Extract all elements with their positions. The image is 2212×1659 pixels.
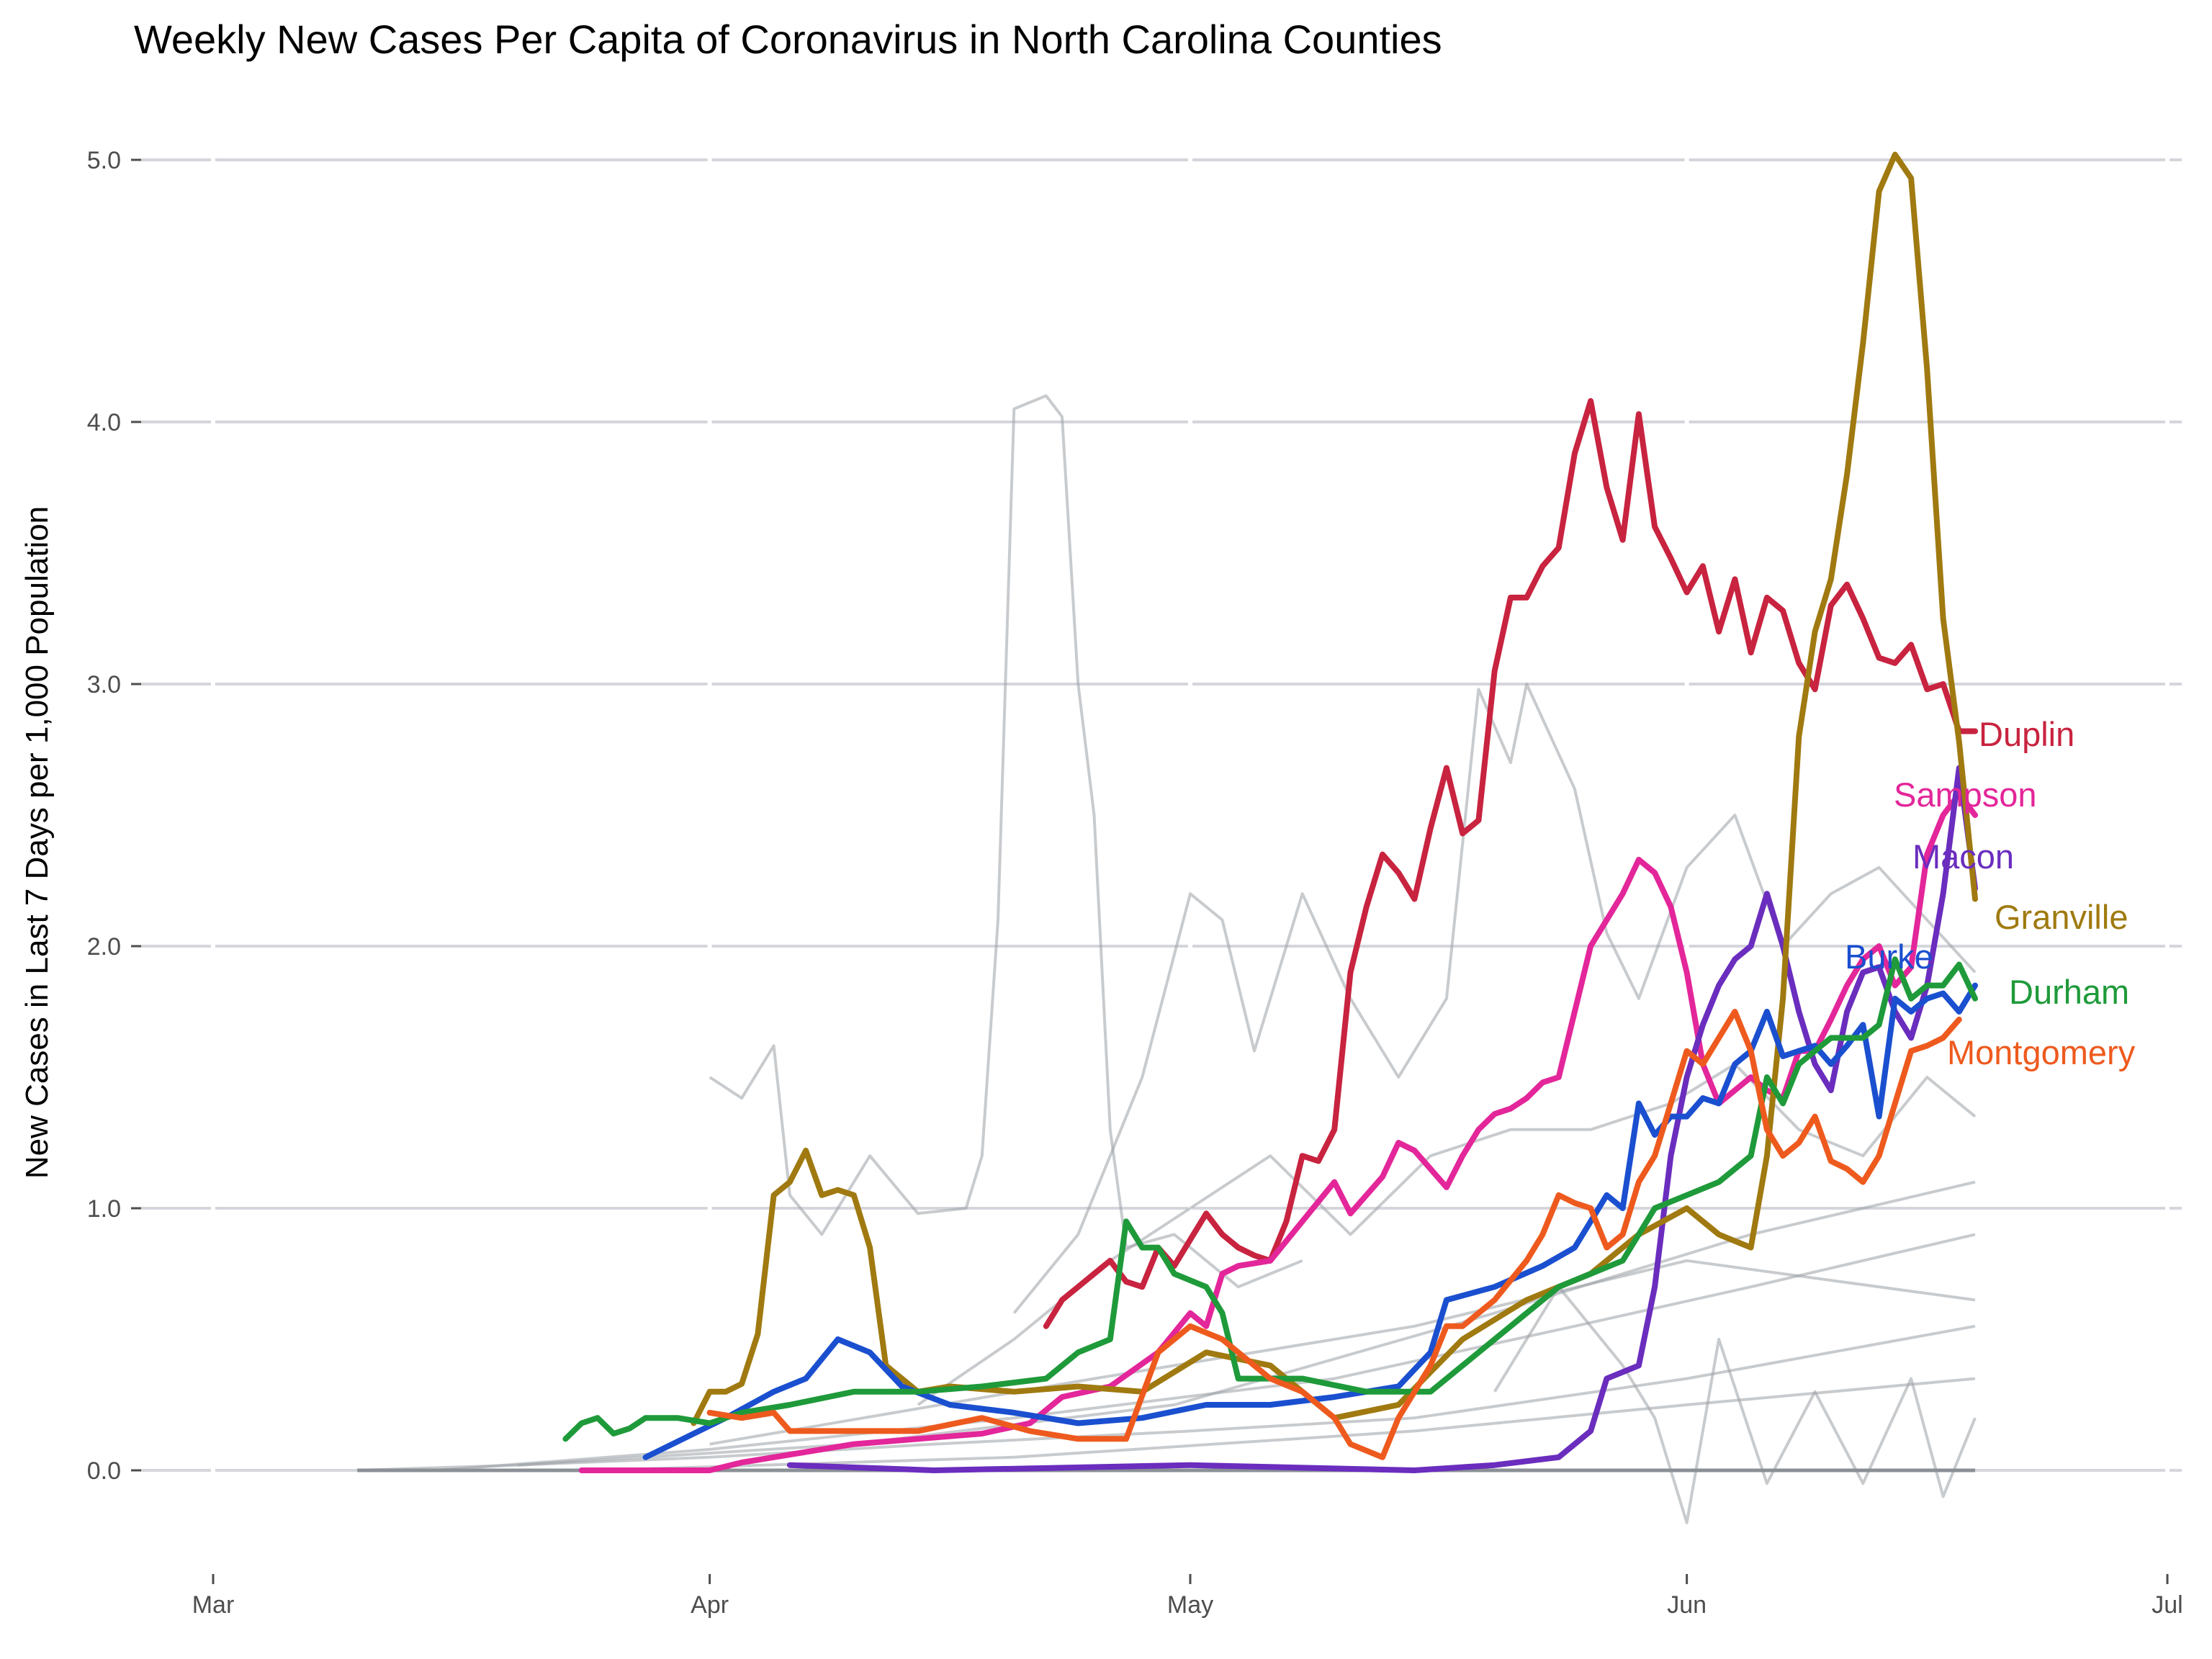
series-label-durham: Durham xyxy=(2009,973,2129,1011)
series-label-macon: Macon xyxy=(1912,837,2014,876)
background-county-lines xyxy=(357,394,1977,1524)
series-line-macon xyxy=(786,765,1978,1473)
background-county-line xyxy=(1012,683,1977,1314)
background-county-line xyxy=(709,1259,1976,1446)
background-county-line xyxy=(1493,1285,1977,1524)
series-line-granville xyxy=(691,151,1978,1426)
series-labels: Duplin Sampson Macon Granville Burke Durham Mo… xyxy=(1845,715,2136,1071)
y-axis-label: New Cases in Last 7 Days per 1,000 Popul… xyxy=(19,506,55,1179)
gridlines xyxy=(141,137,2182,1566)
highlighted-county-lines xyxy=(562,151,1978,1473)
series-label-burke: Burke xyxy=(1845,938,1933,976)
x-tick-label: Jul xyxy=(2152,1591,2182,1619)
series-line-montgomery xyxy=(706,1009,1962,1460)
y-tick-label: 2.0 xyxy=(87,933,121,961)
series-line-burke xyxy=(642,982,1978,1460)
x-tick-label: May xyxy=(1167,1591,1213,1619)
series-label-montgomery: Montgomery xyxy=(1947,1033,2136,1071)
x-tick-label: Mar xyxy=(192,1591,235,1619)
background-county-line xyxy=(709,394,1303,1289)
y-tick-label: 1.0 xyxy=(87,1195,121,1223)
background-county-line xyxy=(517,1180,1976,1467)
background-county-line xyxy=(597,1377,1976,1472)
y-axis-ticks: 0.0 1.0 2.0 3.0 4.0 5.0 xyxy=(87,147,141,1485)
y-tick-label: 0.0 xyxy=(87,1457,121,1485)
x-tick-label: Jun xyxy=(1667,1591,1707,1619)
series-label-granville: Granville xyxy=(1995,898,2128,936)
series-line-duplin xyxy=(1043,397,1978,1329)
y-tick-label: 5.0 xyxy=(87,147,121,174)
y-tick-label: 3.0 xyxy=(87,671,121,698)
x-tick-label: Apr xyxy=(691,1591,729,1619)
series-label-sampson: Sampson xyxy=(1894,775,2037,814)
y-tick-label: 4.0 xyxy=(87,409,121,436)
x-axis-ticks: Mar Apr May Jun Jul xyxy=(192,1574,2183,1619)
chart-title: Weekly New Cases Per Capita of Coronavir… xyxy=(134,17,1442,62)
background-county-line xyxy=(437,1233,1976,1472)
series-label-duplin: Duplin xyxy=(1979,715,2074,753)
